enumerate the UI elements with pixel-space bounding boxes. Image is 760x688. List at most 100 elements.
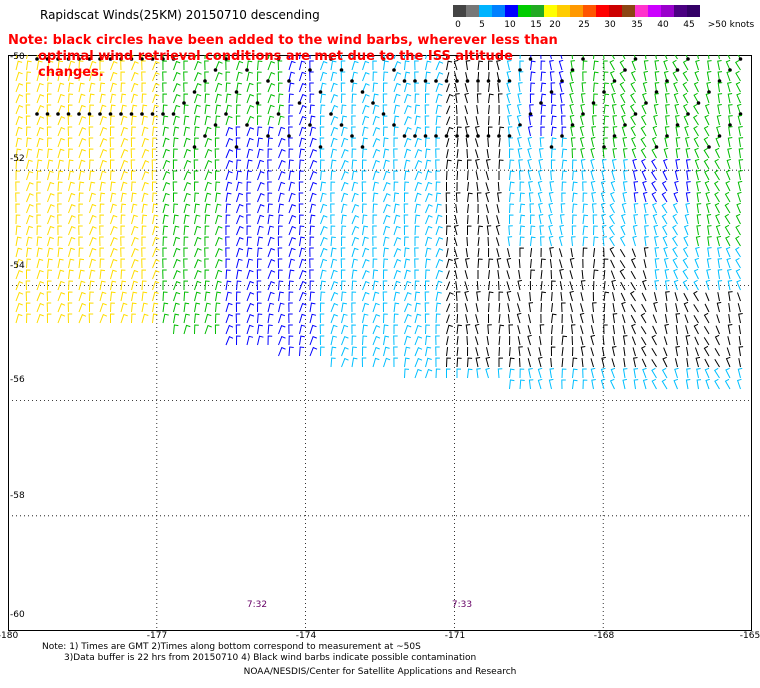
wind-barb — [643, 214, 649, 225]
contamination-dot — [675, 123, 680, 127]
wind-barb — [131, 236, 139, 247]
wind-barb — [141, 280, 147, 291]
wind-barb — [485, 367, 490, 379]
wind-barb — [435, 313, 441, 324]
wind-barb — [120, 181, 128, 192]
wind-barb — [372, 93, 379, 104]
wind-barb — [383, 269, 388, 280]
wind-barb — [509, 148, 514, 159]
wind-barb — [330, 291, 339, 302]
wind-barb — [446, 170, 448, 181]
wind-barb — [341, 291, 347, 302]
wind-barb — [540, 281, 543, 291]
wind-barb — [454, 215, 458, 225]
wind-barb — [549, 55, 552, 60]
wind-barb — [467, 357, 473, 368]
wind-barb — [571, 236, 576, 247]
wind-barb — [540, 291, 546, 302]
legend-label: 35 — [631, 20, 643, 30]
wind-barb — [68, 258, 75, 269]
contamination-dot — [581, 112, 585, 116]
wind-barb — [26, 170, 34, 181]
wind-barb — [661, 213, 668, 225]
wind-barb — [26, 313, 31, 324]
wind-barb — [716, 114, 722, 126]
wind-barb — [341, 148, 349, 159]
wind-barb — [257, 148, 264, 159]
wind-barb — [340, 269, 346, 280]
wind-barb — [414, 181, 422, 192]
wind-barb — [257, 126, 263, 137]
wind-barb — [215, 170, 220, 181]
wind-barb — [26, 193, 34, 203]
contamination-dot — [140, 57, 144, 61]
wind-barb — [630, 103, 636, 115]
wind-barb — [215, 93, 222, 104]
wind-barb — [726, 158, 732, 170]
wind-barb — [26, 71, 32, 82]
wind-barb — [717, 258, 723, 269]
wind-barb — [204, 60, 209, 71]
wind-barb — [496, 204, 500, 214]
wind-barb — [183, 214, 190, 225]
wind-barb — [404, 181, 410, 192]
contamination-dot — [87, 57, 92, 61]
legend-swatch — [570, 5, 583, 17]
wind-barb — [466, 148, 468, 159]
wind-barb — [506, 290, 512, 302]
legend-label: 45 — [683, 20, 695, 30]
wind-barb — [641, 358, 647, 368]
wind-barb — [183, 225, 189, 236]
wind-barb — [727, 324, 733, 335]
wind-barb — [99, 138, 108, 148]
wind-barb — [173, 104, 181, 115]
wind-barb — [57, 137, 65, 148]
wind-barb — [173, 270, 181, 280]
wind-barb — [612, 137, 618, 148]
wind-barb — [497, 192, 502, 203]
wind-barb — [25, 93, 31, 104]
wind-barb — [173, 291, 181, 302]
wind-barb — [455, 281, 458, 291]
wind-barb — [580, 147, 585, 159]
wind-barb — [612, 313, 618, 324]
wind-barb — [570, 60, 575, 71]
wind-barb — [717, 247, 722, 258]
wind-barb — [162, 71, 167, 82]
wind-barb — [652, 325, 657, 335]
wind-barb — [509, 379, 515, 390]
wind-barb — [673, 191, 679, 203]
wind-barb — [580, 103, 585, 115]
wind-barb — [320, 115, 325, 126]
wind-barb — [89, 71, 96, 82]
wind-barb — [278, 159, 286, 170]
wind-barb — [120, 236, 125, 247]
contamination-dot — [329, 57, 333, 61]
wind-barb — [246, 258, 254, 269]
wind-barb — [403, 203, 409, 214]
wind-barb — [539, 324, 545, 335]
wind-barb — [47, 225, 55, 236]
wind-barb — [435, 104, 442, 115]
wind-barb — [582, 181, 587, 192]
wind-barb — [558, 235, 564, 247]
wind-barb — [362, 324, 368, 335]
wind-barb — [267, 93, 275, 104]
wind-barb — [404, 258, 411, 269]
wind-barb — [507, 126, 513, 137]
wind-barb — [630, 70, 636, 82]
wind-barb — [528, 302, 534, 313]
wind-barb — [672, 70, 678, 82]
wind-barb — [288, 60, 296, 71]
wind-barb — [485, 159, 491, 170]
wind-barb — [141, 170, 150, 181]
wind-barb — [330, 159, 337, 170]
wind-barb — [393, 137, 399, 147]
wind-barb — [183, 115, 190, 126]
wind-barb — [204, 160, 213, 170]
wind-barb — [162, 171, 171, 181]
wind-barb — [57, 71, 64, 82]
wind-barb — [662, 169, 668, 181]
contamination-dot — [665, 79, 669, 83]
wind-barb — [528, 368, 533, 379]
